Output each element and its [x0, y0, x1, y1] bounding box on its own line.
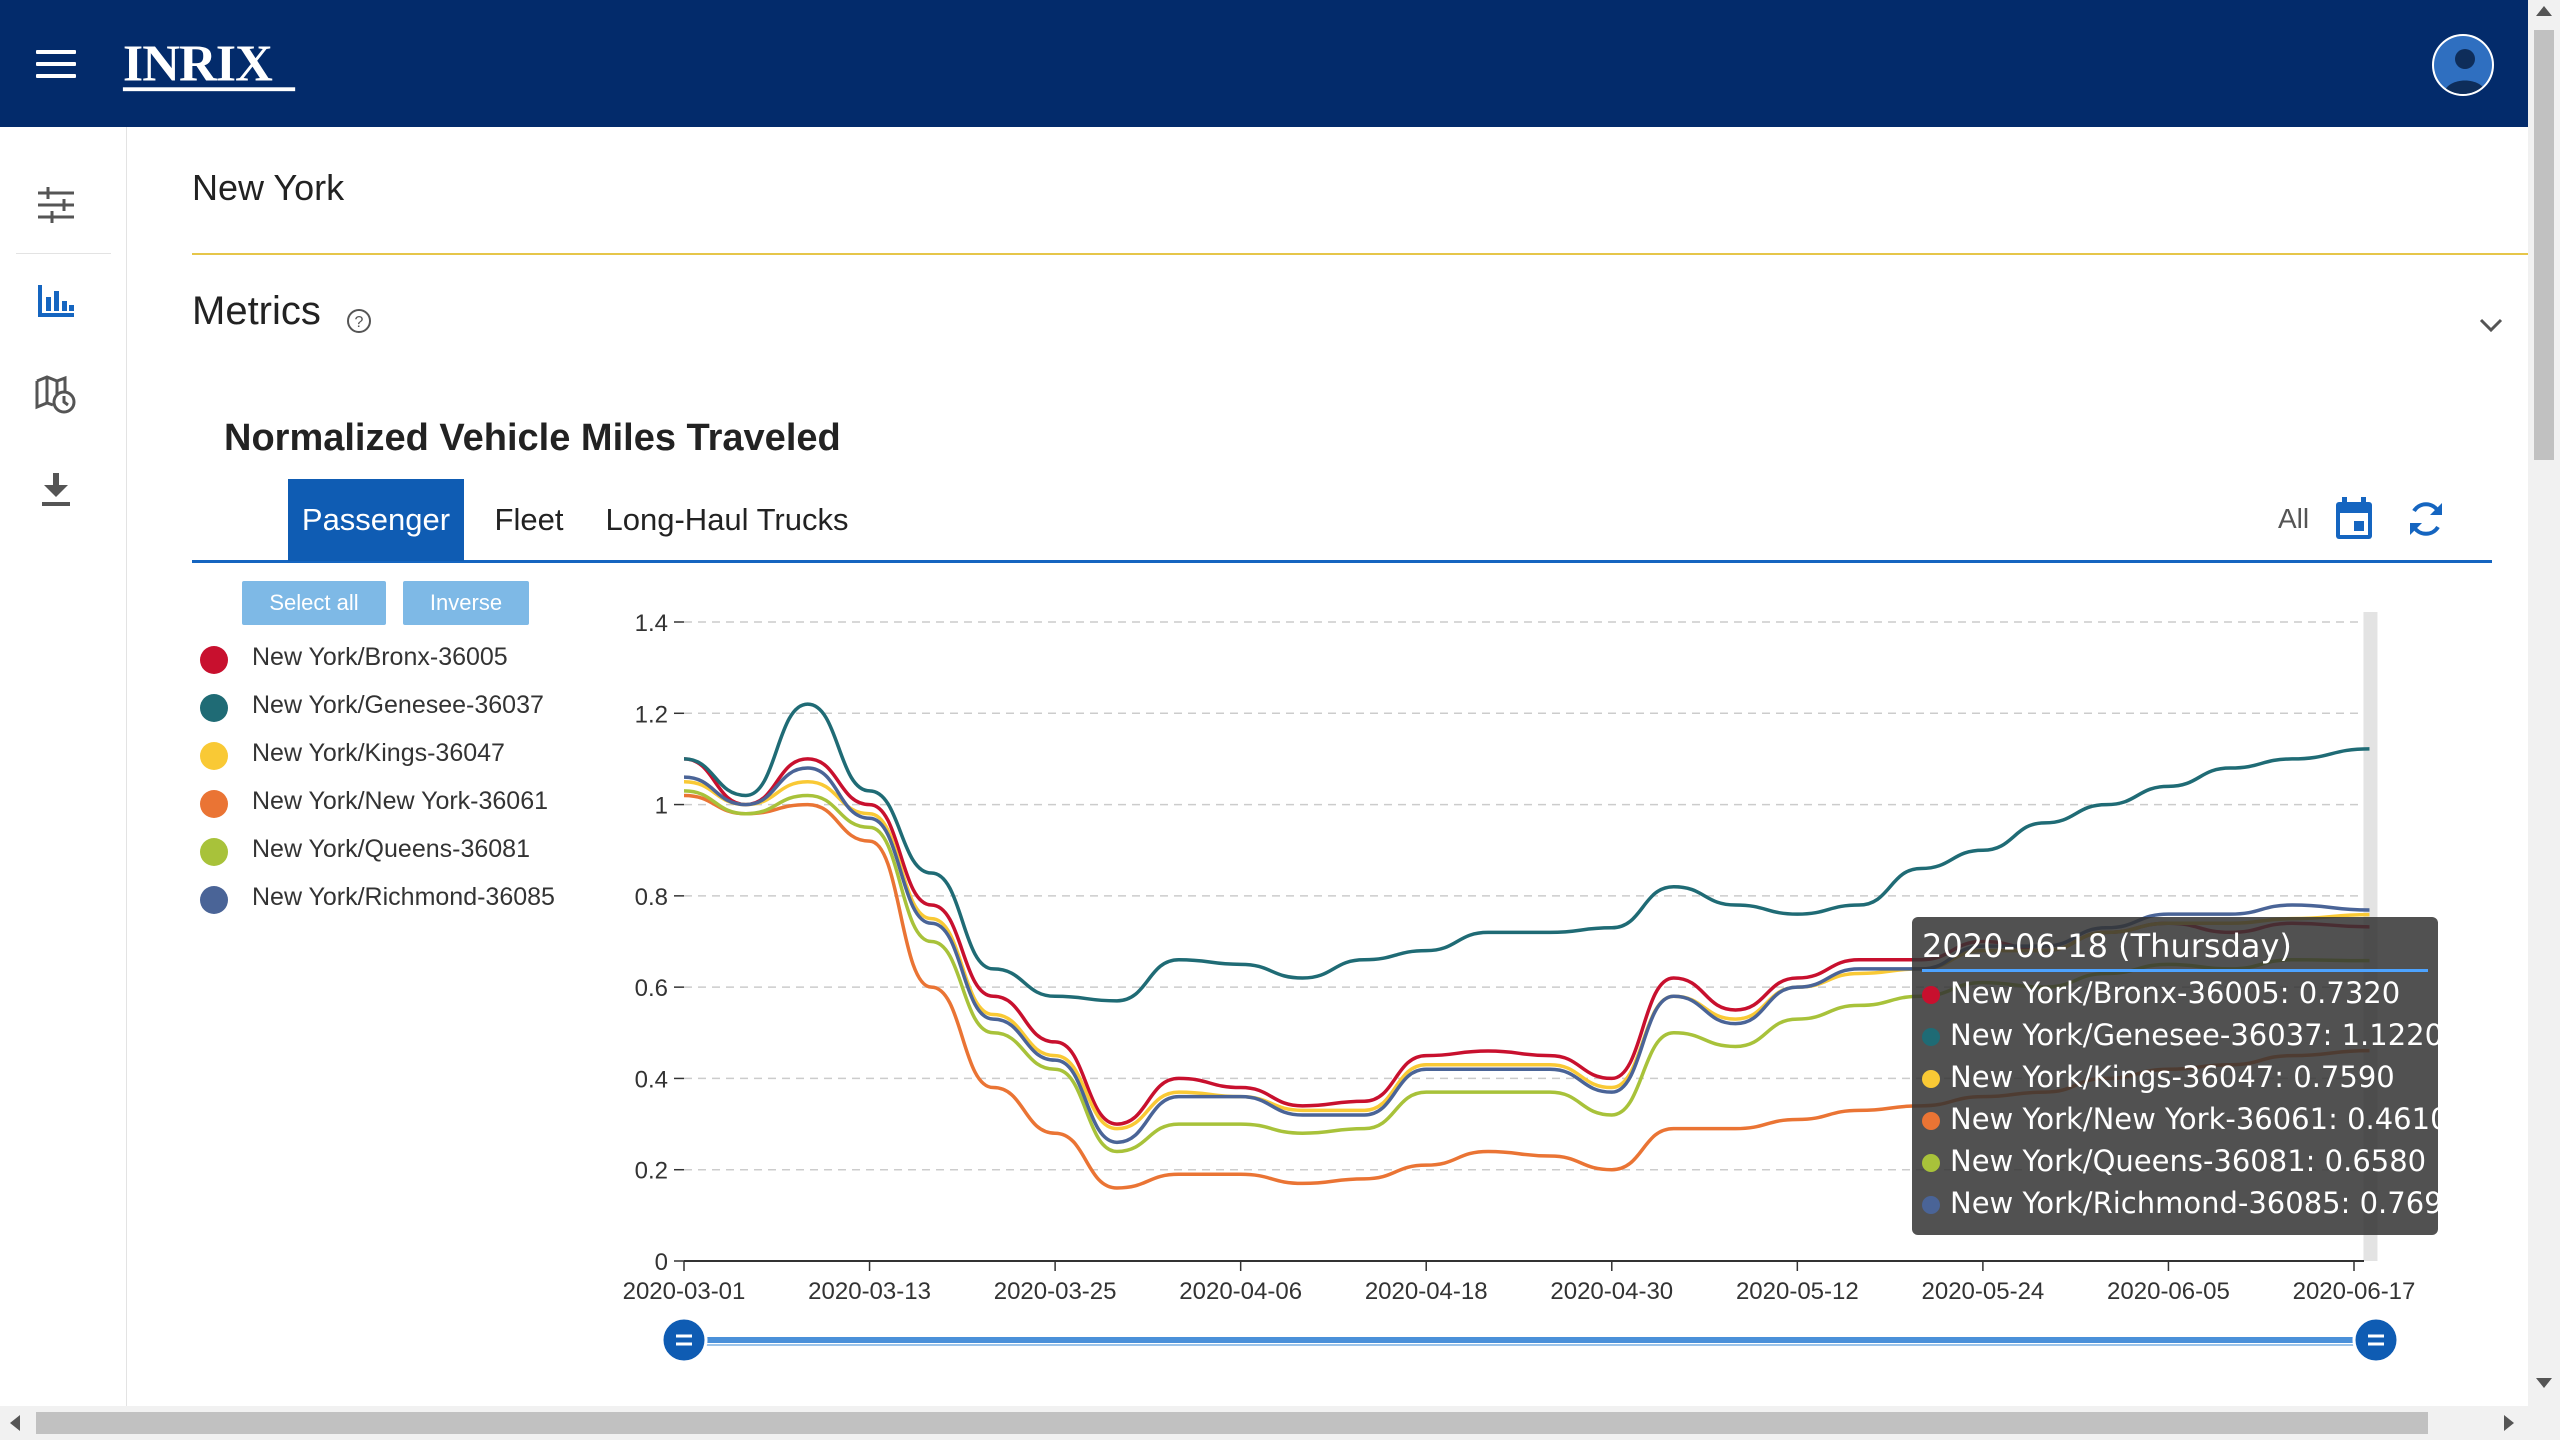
scroll-right-arrow-icon[interactable]	[2504, 1415, 2514, 1431]
sliders-icon[interactable]	[30, 179, 82, 231]
legend-item[interactable]: New York/Kings-36047	[200, 733, 620, 773]
x-tick-label: 2020-04-18	[1365, 1278, 1488, 1305]
x-tick-label: 2020-05-24	[1922, 1278, 2045, 1305]
series-line	[683, 793, 2370, 1190]
bar-chart-icon[interactable]	[30, 275, 82, 327]
legend-color-swatch	[200, 646, 228, 674]
scroll-up-arrow-icon[interactable]	[2536, 6, 2552, 16]
legend-color-swatch	[200, 838, 228, 866]
map-clock-icon[interactable]	[30, 369, 82, 421]
top-app-bar: INRIX	[0, 0, 2528, 127]
hover-band	[2363, 612, 2378, 1261]
legend-label: New York/Genesee-36037	[252, 691, 544, 719]
y-tick-label: 0.2	[635, 1158, 668, 1185]
legend-label: New York/Queens-36081	[252, 835, 530, 863]
side-navigation	[0, 127, 127, 1407]
zoom-slider-handle[interactable]	[2352, 1316, 2400, 1364]
series-line	[683, 702, 2370, 1003]
scroll-down-arrow-icon[interactable]	[2536, 1378, 2552, 1388]
y-tick-label: 0.4	[635, 1066, 668, 1093]
chart-title: Normalized Vehicle Miles Traveled	[224, 417, 841, 459]
legend-item[interactable]: New York/Richmond-36085	[200, 877, 620, 917]
vertical-scroll-thumb[interactable]	[2534, 30, 2554, 460]
vehicle-type-tabs: Passenger Fleet Long-Haul Trucks	[192, 479, 2492, 563]
legend-label: New York/Bronx-36005	[252, 643, 508, 671]
nav-divider	[16, 253, 111, 254]
tab-passenger[interactable]: Passenger	[288, 479, 464, 561]
legend-label: New York/Richmond-36085	[252, 883, 555, 911]
title-divider	[192, 253, 2528, 255]
legend-color-swatch	[200, 742, 228, 770]
date-range-all-label[interactable]: All	[2278, 503, 2310, 534]
vertical-scrollbar[interactable]	[2528, 0, 2560, 1440]
zoom-slider-handle[interactable]	[660, 1316, 708, 1364]
tab-long-haul-trucks[interactable]: Long-Haul Trucks	[605, 502, 849, 537]
y-tick-label: 0.6	[635, 975, 668, 1002]
chevron-down-icon[interactable]	[2476, 310, 2506, 340]
x-tick-label: 2020-06-05	[2107, 1278, 2230, 1305]
user-avatar-icon[interactable]	[2432, 34, 2494, 96]
download-icon[interactable]	[30, 463, 82, 515]
legend-item[interactable]: New York/New York-36061	[200, 781, 620, 821]
legend-item[interactable]: New York/Queens-36081	[200, 829, 620, 869]
x-tick-label: 2020-04-30	[1550, 1278, 1673, 1305]
x-tick-label: 2020-03-01	[623, 1278, 746, 1305]
y-tick-label: 1.4	[635, 610, 668, 637]
vmt-line-chart[interactable]: 0 0.2 0.4 0.6 0.8 1 1.2 1.4 2020-03-01 2020-03-13…	[128, 127, 2528, 1407]
legend-label: New York/New York-36061	[252, 787, 549, 815]
help-icon[interactable]: ?	[346, 308, 372, 334]
logo-text: INRIX	[123, 36, 273, 93]
legend-item[interactable]: New York/Bronx-36005	[200, 637, 620, 677]
calendar-icon[interactable]	[2334, 497, 2374, 541]
inrix-logo[interactable]: INRIX	[120, 36, 300, 96]
legend-color-swatch	[200, 694, 228, 722]
inverse-button[interactable]: Inverse	[403, 581, 529, 625]
x-tick-label: 2020-04-06	[1179, 1278, 1302, 1305]
tab-fleet[interactable]: Fleet	[494, 502, 564, 537]
horizontal-scroll-thumb[interactable]	[36, 1412, 2428, 1434]
x-tick-label: 2020-03-13	[808, 1278, 931, 1305]
y-tick-label: 1.2	[635, 701, 668, 728]
legend-color-swatch	[200, 790, 228, 818]
y-tick-label: 0	[655, 1249, 668, 1276]
x-tick-label: 2020-03-25	[994, 1278, 1117, 1305]
select-all-button[interactable]: Select all	[242, 581, 386, 625]
horizontal-scrollbar[interactable]	[0, 1406, 2528, 1440]
region-title: New York	[192, 167, 345, 208]
legend-label: New York/Kings-36047	[252, 739, 505, 767]
x-tick-label: 2020-06-17	[2293, 1278, 2416, 1305]
legend-color-swatch	[200, 886, 228, 914]
legend-item[interactable]: New York/Genesee-36037	[200, 685, 620, 725]
x-tick-label: 2020-05-12	[1736, 1278, 1859, 1305]
refresh-icon[interactable]	[2404, 497, 2448, 541]
metrics-section-title: Metrics	[192, 289, 321, 333]
series-line	[683, 789, 2370, 1154]
y-tick-label: 0.8	[635, 884, 668, 911]
series-line	[683, 766, 2370, 1145]
scroll-left-arrow-icon[interactable]	[10, 1415, 20, 1431]
y-tick-label: 1	[655, 793, 668, 820]
main-content: New York Metrics ? Normalized Vehicle Mi…	[128, 127, 2560, 1407]
svg-text:?: ?	[355, 314, 364, 331]
hamburger-menu-icon[interactable]	[36, 50, 76, 80]
